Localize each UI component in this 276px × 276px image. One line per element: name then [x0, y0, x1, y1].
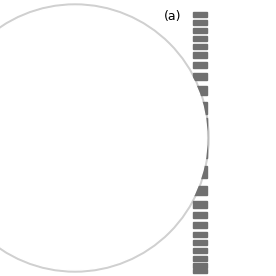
Circle shape: [44, 107, 106, 169]
Bar: [193, 44, 207, 49]
Circle shape: [0, 22, 192, 254]
Bar: [193, 62, 207, 68]
Circle shape: [21, 84, 129, 192]
Circle shape: [0, 30, 183, 246]
Bar: [193, 28, 207, 33]
Circle shape: [0, 45, 168, 231]
Bar: [193, 52, 207, 58]
Circle shape: [0, 62, 151, 214]
Circle shape: [0, 35, 178, 241]
Bar: [193, 256, 207, 261]
Circle shape: [0, 17, 195, 259]
Bar: [193, 240, 207, 245]
Bar: [193, 12, 207, 17]
Circle shape: [0, 14, 200, 262]
Circle shape: [0, 6, 207, 270]
Circle shape: [0, 40, 173, 236]
Bar: [193, 20, 207, 25]
Circle shape: [0, 10, 203, 266]
Bar: [193, 185, 207, 195]
Bar: [193, 73, 207, 79]
Circle shape: [0, 56, 157, 220]
Circle shape: [13, 76, 137, 200]
Bar: [193, 248, 207, 253]
Bar: [193, 118, 207, 158]
Circle shape: [6, 68, 145, 208]
Bar: [193, 102, 207, 114]
Bar: [193, 262, 207, 267]
Circle shape: [31, 94, 119, 182]
Bar: [193, 200, 207, 208]
Circle shape: [0, 4, 209, 272]
Text: (a): (a): [164, 10, 182, 23]
Bar: [193, 222, 207, 228]
Circle shape: [0, 26, 187, 250]
Bar: [193, 232, 207, 237]
Bar: [193, 166, 207, 178]
Bar: [193, 212, 207, 218]
Bar: [193, 269, 207, 273]
Bar: [193, 86, 207, 94]
Bar: [193, 36, 207, 41]
Circle shape: [0, 50, 163, 226]
